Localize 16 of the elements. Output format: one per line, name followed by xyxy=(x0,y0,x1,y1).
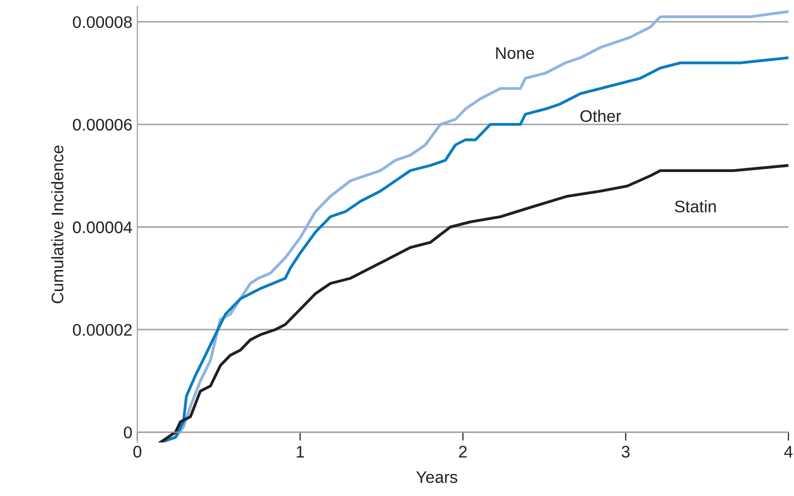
x-axis-title: Years xyxy=(416,471,458,484)
line-series xyxy=(158,164,788,442)
y-tick-label: 0.00004 xyxy=(72,221,132,234)
x-tick-label: 1 xyxy=(296,446,304,458)
x-tick-label: 4 xyxy=(784,446,793,458)
y-tick-label: 0.00002 xyxy=(72,324,132,336)
x-tick-label: 2 xyxy=(459,446,467,458)
series-label: Statin xyxy=(674,200,716,212)
y-tick-label: 0.00006 xyxy=(72,118,132,131)
y-tick-label: 0 xyxy=(124,426,132,438)
x-tick-label: 0 xyxy=(133,446,142,458)
series-label: None xyxy=(496,47,534,59)
y-tick-label: 0.00008 xyxy=(72,16,132,28)
y-axis-title: Cumulative Incidence xyxy=(51,146,64,304)
x-tick-label: 3 xyxy=(622,446,630,458)
series-label: Other xyxy=(580,110,622,122)
